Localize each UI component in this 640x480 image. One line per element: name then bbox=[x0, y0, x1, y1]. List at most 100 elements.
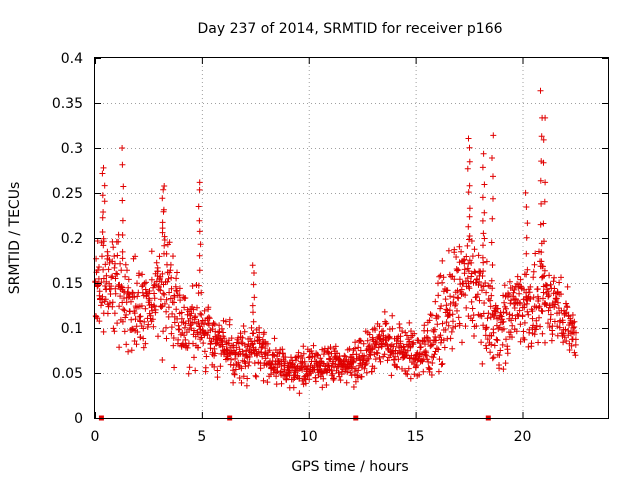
data-point bbox=[182, 336, 189, 343]
data-point bbox=[279, 350, 286, 357]
data-point bbox=[482, 342, 489, 349]
data-point bbox=[572, 341, 579, 348]
data-point bbox=[133, 341, 140, 348]
data-point bbox=[450, 318, 456, 325]
data-point bbox=[301, 358, 308, 365]
data-point bbox=[490, 354, 497, 361]
data-point bbox=[572, 352, 579, 359]
data-point bbox=[168, 330, 175, 337]
data-point bbox=[454, 287, 461, 294]
data-point bbox=[175, 326, 182, 333]
data-point bbox=[558, 274, 564, 281]
data-point-spike bbox=[159, 225, 166, 232]
x-tick-label: 5 bbox=[197, 429, 206, 445]
data-point bbox=[191, 354, 197, 361]
data-point-spike bbox=[466, 144, 473, 151]
data-point bbox=[571, 318, 578, 325]
data-point bbox=[250, 330, 257, 337]
data-point bbox=[424, 356, 431, 363]
data-point bbox=[165, 275, 172, 282]
data-point bbox=[189, 304, 196, 310]
data-point bbox=[305, 354, 312, 361]
data-point-spike bbox=[489, 262, 496, 268]
data-point bbox=[205, 304, 212, 311]
data-point bbox=[499, 341, 506, 348]
data-point bbox=[105, 266, 112, 273]
data-point bbox=[427, 311, 434, 318]
data-point bbox=[168, 274, 175, 281]
data-point bbox=[159, 270, 166, 277]
data-point bbox=[514, 311, 521, 318]
x-tick-label: 0 bbox=[91, 429, 100, 445]
data-point bbox=[458, 286, 465, 293]
data-point bbox=[384, 357, 391, 364]
data-point bbox=[239, 334, 246, 341]
data-point bbox=[100, 328, 107, 335]
data-point-spike bbox=[465, 223, 472, 230]
data-point-spike bbox=[522, 189, 529, 196]
data-point-spike bbox=[481, 181, 488, 188]
data-point bbox=[521, 336, 528, 343]
data-point bbox=[261, 329, 268, 336]
data-point bbox=[514, 273, 521, 280]
data-point bbox=[217, 363, 224, 370]
data-point bbox=[496, 352, 503, 359]
data-point bbox=[104, 310, 111, 317]
data-point bbox=[436, 356, 443, 363]
data-point bbox=[462, 323, 469, 330]
data-point bbox=[539, 330, 546, 337]
data-point bbox=[506, 291, 513, 298]
y-tick-label: 0.4 bbox=[61, 51, 83, 67]
data-point-spike bbox=[119, 232, 126, 238]
data-point-spike bbox=[542, 114, 549, 121]
data-point-spike bbox=[479, 254, 486, 261]
data-point-spike bbox=[196, 186, 203, 193]
data-point bbox=[446, 312, 453, 319]
data-point bbox=[502, 360, 509, 367]
data-point bbox=[96, 318, 103, 325]
data-point-spike bbox=[480, 242, 486, 249]
data-point bbox=[449, 311, 456, 318]
data-point bbox=[438, 303, 445, 309]
data-point bbox=[125, 276, 132, 283]
data-point bbox=[182, 320, 189, 327]
data-point-spike bbox=[480, 150, 487, 157]
data-point bbox=[149, 307, 156, 314]
data-point bbox=[358, 373, 365, 380]
data-point bbox=[425, 358, 432, 365]
data-point bbox=[189, 283, 196, 289]
data-point bbox=[383, 320, 390, 327]
data-point-spike bbox=[542, 179, 549, 186]
data-point bbox=[173, 306, 180, 313]
data-point bbox=[215, 332, 222, 339]
data-point bbox=[98, 302, 104, 309]
data-point bbox=[102, 261, 109, 268]
data-point bbox=[320, 375, 327, 382]
data-point bbox=[439, 360, 446, 367]
data-point-spike bbox=[465, 135, 472, 142]
data-point bbox=[110, 325, 117, 332]
data-point bbox=[394, 364, 401, 371]
y-axis-label: SRMTID / TECUs bbox=[7, 182, 23, 295]
data-point bbox=[344, 369, 351, 376]
data-point bbox=[163, 308, 170, 315]
data-point bbox=[500, 318, 507, 325]
data-point bbox=[214, 374, 221, 381]
data-point bbox=[456, 322, 463, 329]
data-point bbox=[363, 360, 370, 367]
data-point bbox=[168, 324, 175, 331]
data-point bbox=[487, 303, 494, 310]
data-point-spike bbox=[251, 294, 258, 301]
data-point bbox=[487, 297, 494, 304]
data-point bbox=[404, 371, 411, 378]
data-point bbox=[211, 363, 218, 370]
data-point bbox=[187, 322, 194, 329]
data-point bbox=[452, 301, 459, 307]
data-point bbox=[416, 371, 423, 378]
data-point bbox=[118, 267, 125, 274]
data-point bbox=[535, 339, 542, 346]
data-point bbox=[542, 339, 548, 346]
data-point bbox=[159, 357, 166, 363]
data-point bbox=[109, 273, 116, 280]
data-point bbox=[230, 379, 237, 386]
